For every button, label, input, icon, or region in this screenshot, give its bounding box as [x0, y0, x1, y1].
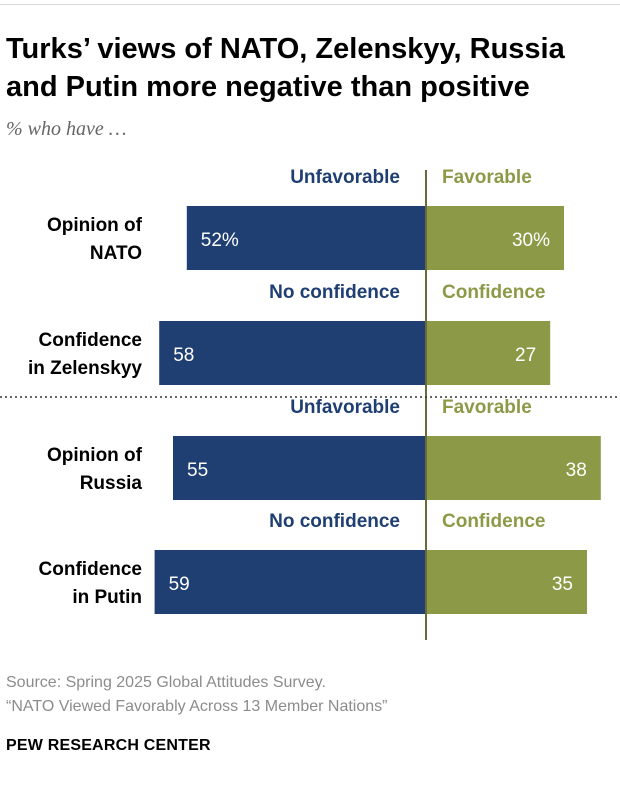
row-label-line1-0: Opinion of [47, 215, 143, 236]
negative-bar-1 [159, 321, 426, 385]
chart-title: Turks’ views of NATO, Zelenskyy, Russia … [6, 33, 565, 103]
negative-bar-0 [186, 206, 426, 270]
positive-value-0: 30% [512, 230, 550, 251]
row-label-line2-3: in Putin [72, 587, 142, 608]
positive-bar-1 [426, 321, 551, 385]
row-label-line1-1: Confidence [39, 330, 142, 351]
pew-logo-text: PEW RESEARCH CENTER [6, 737, 211, 754]
positive-value-1: 27 [515, 345, 536, 366]
positive-bar-2 [426, 436, 601, 500]
positive-header-1: Confidence [442, 282, 545, 303]
positive-value-2: 38 [566, 460, 587, 481]
positive-bar-3 [426, 550, 587, 614]
positive-header-3: Confidence [442, 511, 545, 532]
negative-value-3: 59 [169, 574, 190, 595]
negative-value-0: 52% [201, 230, 239, 251]
row-label-line1-2: Opinion of [47, 445, 143, 466]
negative-bar-3 [154, 550, 426, 614]
source-note: Source: Spring 2025 Global Attitudes Sur… [6, 674, 326, 691]
row-label-line2-0: NATO [90, 243, 142, 264]
row-label-line1-3: Confidence [39, 559, 142, 580]
negative-value-2: 55 [187, 460, 208, 481]
negative-bar-2 [173, 436, 426, 500]
negative-header-3: No confidence [269, 511, 400, 532]
diverging-bar-chart: Unfavorable Favorable Opinion of NATO 52% 30%… [0, 167, 620, 640]
chart-subtitle: % who have … [6, 118, 127, 140]
report-title: “NATO Viewed Favorably Across 13 Member … [6, 698, 388, 715]
negative-header-2: Unfavorable [290, 397, 400, 418]
positive-bar-0 [426, 206, 564, 270]
positive-value-3: 35 [552, 574, 573, 595]
negative-value-1: 58 [173, 345, 194, 366]
row-label-line2-2: Russia [80, 473, 143, 494]
negative-header-1: No confidence [269, 282, 400, 303]
top-rule [0, 0, 620, 5]
negative-header-0: Unfavorable [290, 167, 400, 188]
row-label-line2-1: in Zelenskyy [28, 358, 142, 379]
positive-header-0: Favorable [442, 167, 532, 188]
positive-header-2: Favorable [442, 397, 532, 418]
